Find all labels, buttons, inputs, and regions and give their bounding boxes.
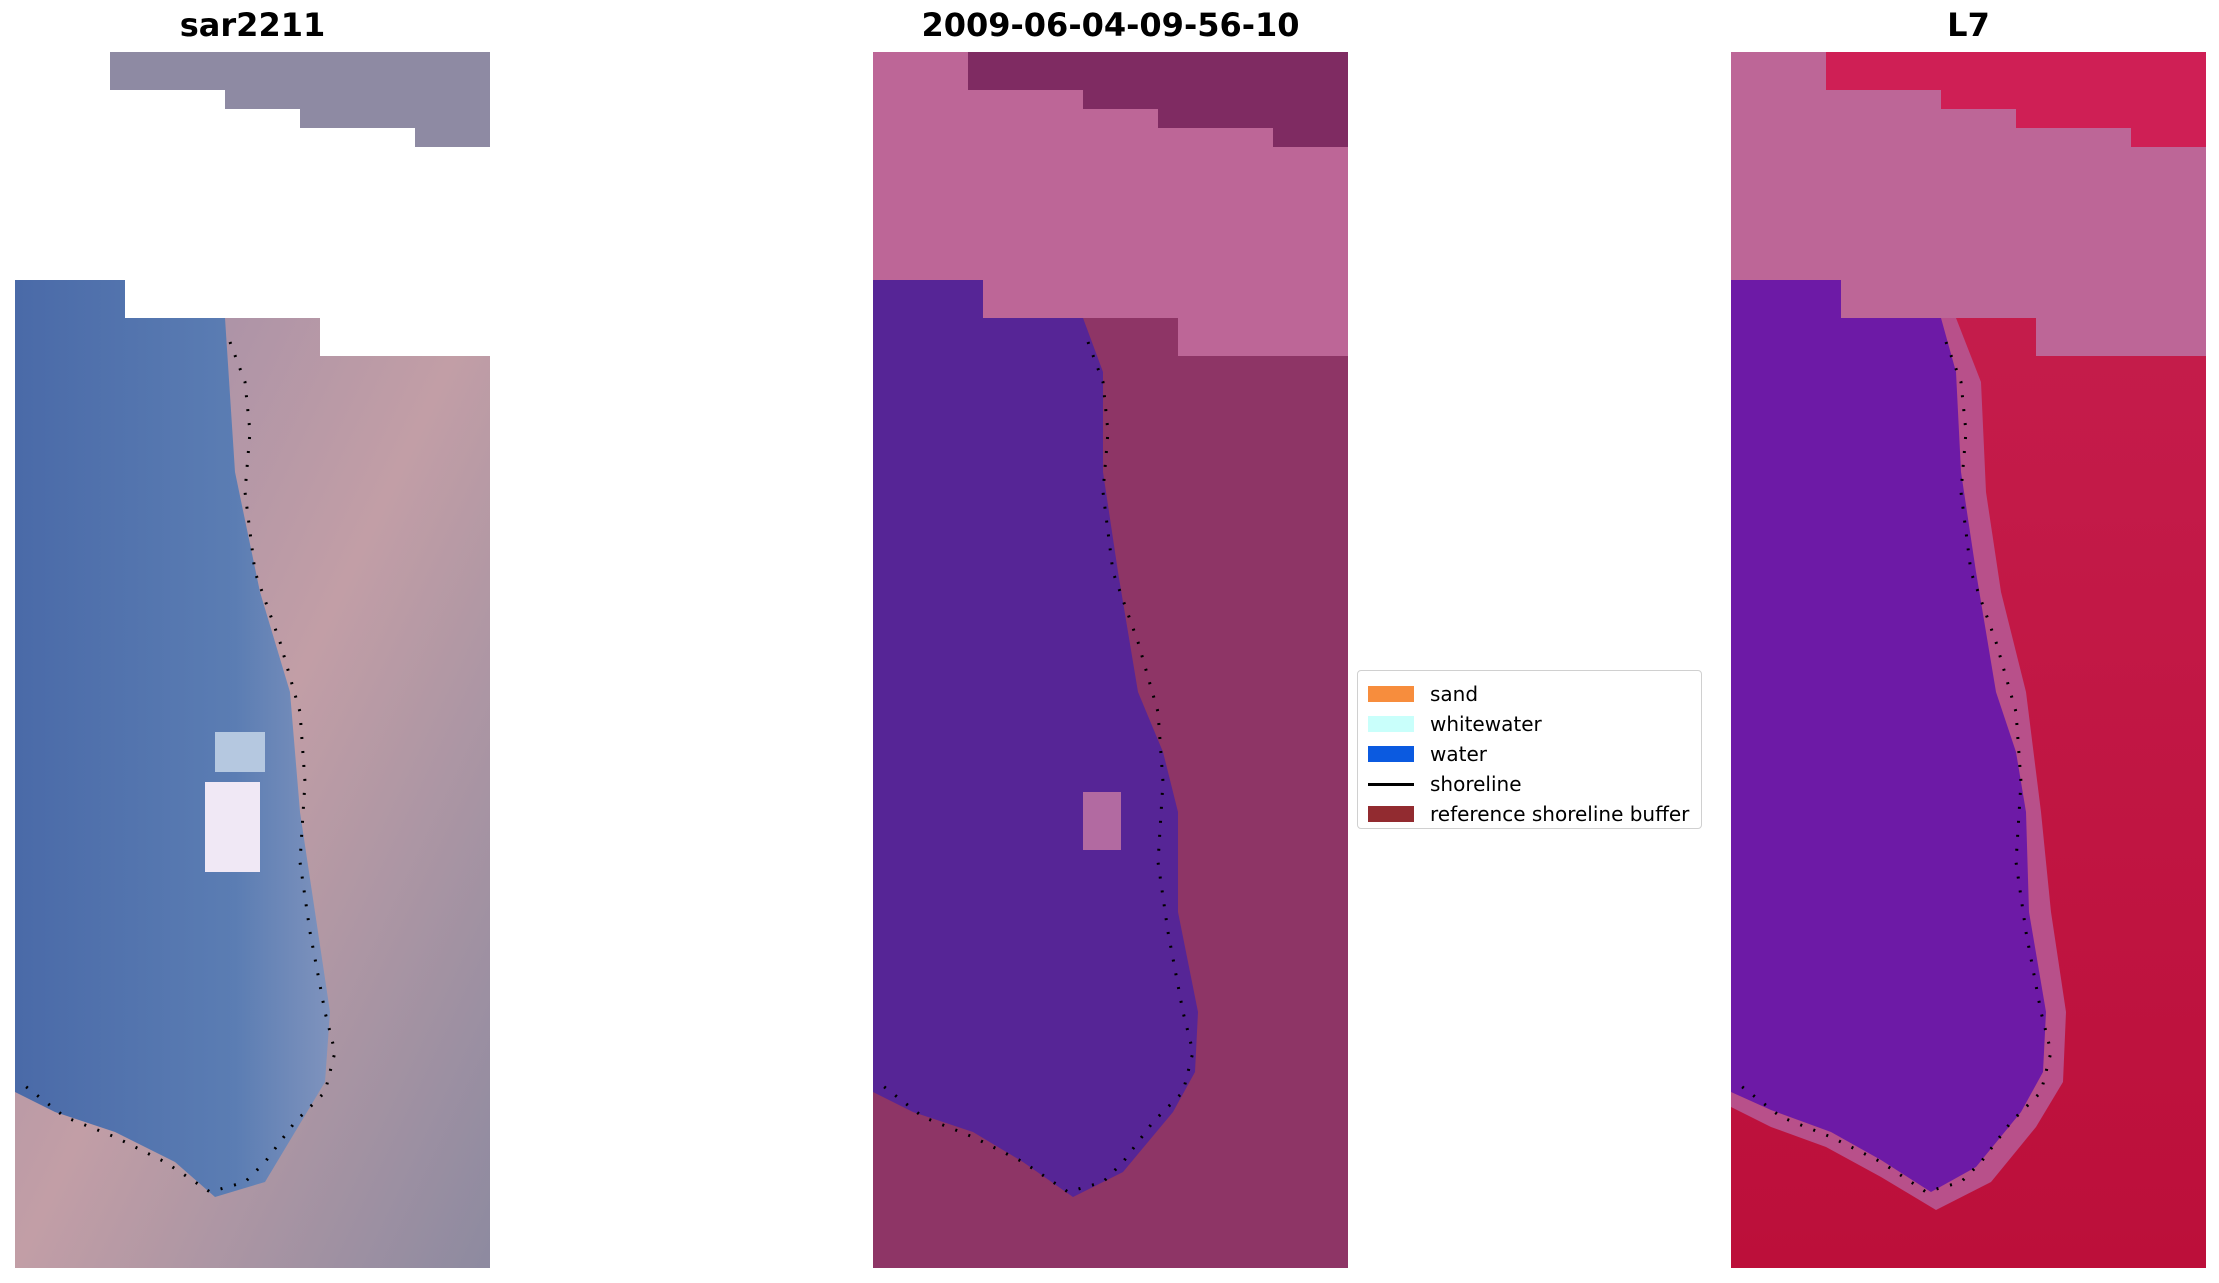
legend-item-sand: sand (1368, 679, 1691, 709)
legend-label: sand (1430, 682, 1479, 706)
legend-swatch-water (1368, 746, 1414, 762)
legend-label: whitewater (1430, 712, 1542, 736)
legend-label: water (1430, 742, 1487, 766)
classification-image (873, 52, 1348, 1268)
legend-item-whitewater: whitewater (1368, 709, 1691, 739)
l7-image (1731, 52, 2206, 1268)
rgb-image (15, 52, 490, 1268)
panel-title-classification: 2009-06-04-09-56-10 (921, 6, 1300, 44)
legend-swatch-whitewater (1368, 716, 1414, 732)
rgb-image-panel (15, 52, 490, 1268)
legend-swatch-sand (1368, 686, 1414, 702)
panel-title-l7: L7 (1947, 6, 1990, 44)
legend: sand whitewater water shoreline referenc… (1357, 670, 1702, 829)
legend-item-shoreline: shoreline (1368, 769, 1691, 799)
legend-label: shoreline (1430, 772, 1522, 796)
panel-title-rgb: sar2211 (179, 6, 326, 44)
legend-swatch-shoreline (1368, 782, 1414, 786)
l7-panel (1731, 52, 2206, 1268)
legend-item-water: water (1368, 739, 1691, 769)
classification-panel (873, 52, 1348, 1268)
legend-label: reference shoreline buffer (1430, 802, 1690, 826)
legend-swatch-buffer (1368, 806, 1414, 822)
legend-item-reference-shoreline-buffer: reference shoreline buffer (1368, 799, 1691, 829)
